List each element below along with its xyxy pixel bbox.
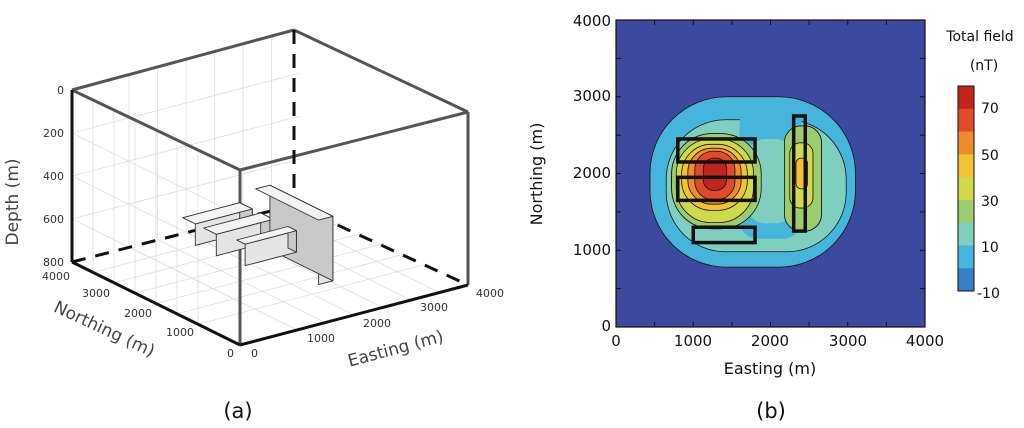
y-tick: 1000 (573, 241, 611, 259)
y-tick: 2000 (573, 164, 611, 182)
source-outline (676, 175, 757, 203)
x-tick-labels: 0 1000 2000 3000 4000 (611, 332, 944, 350)
colorbar-swatch (958, 154, 974, 178)
colorbar-tick: -10 (977, 286, 1000, 302)
block-face-top (203, 212, 274, 235)
colorbar: Total field (nT) 70 50 30 10 -10 (945, 29, 1013, 302)
y-tick: 4000 (573, 12, 611, 30)
source-outline (691, 225, 757, 245)
panel-b: 0 1000 2000 3000 4000 0 1000 2000 3000 4… (527, 12, 1014, 423)
colorbar-swatch (958, 131, 974, 155)
block-models (182, 184, 334, 286)
grid-line (155, 243, 385, 304)
x-tick: 1000 (674, 332, 712, 350)
colorbar-swatch (958, 268, 974, 292)
northing-tick: 0 (227, 347, 234, 360)
colorbar-swatches (957, 85, 975, 292)
block-face-top (236, 226, 297, 245)
colorbar-swatch (958, 245, 974, 269)
depth-tick: 800 (43, 256, 64, 269)
y-tick-labels: 0 1000 2000 3000 4000 (573, 12, 611, 335)
source-outlines (676, 114, 808, 245)
easting-tick: 4000 (476, 287, 504, 300)
colorbar-unit: (nT) (970, 58, 998, 74)
source-outline (676, 137, 757, 164)
easting-tick: 3000 (420, 301, 448, 314)
northing-tick: 3000 (82, 287, 110, 300)
y-tick: 3000 (573, 87, 611, 105)
colorbar-title: Total field (945, 29, 1013, 45)
block-model (255, 184, 334, 286)
box-front-edges (70, 90, 469, 347)
depth-tick: 400 (43, 170, 64, 183)
colorbar-tick: 30 (981, 194, 999, 210)
easting-tick: 0 (251, 347, 258, 360)
colorbar-frame (957, 85, 975, 292)
box-edge (239, 283, 469, 347)
easting-axis-label: Easting (m) (346, 327, 446, 372)
northing-tick: 2000 (124, 307, 152, 320)
box-edge (71, 260, 241, 347)
panel-label-a: (a) (223, 399, 252, 423)
x-tick: 0 (611, 332, 621, 350)
block-model (236, 226, 297, 267)
colorbar-swatch (958, 108, 974, 133)
depth-axis-label: Depth (m) (3, 158, 23, 245)
northing-tick: 4000 (42, 270, 70, 283)
box-edge (239, 110, 469, 172)
axis-ticks (615, 19, 926, 328)
easting-tick: 1000 (307, 332, 335, 345)
x-tick: 2000 (751, 332, 789, 350)
box-edge (71, 88, 241, 172)
colorbar-tick-labels: 70 50 30 10 -10 (977, 101, 1000, 302)
box-edge (293, 28, 469, 114)
colorbar-swatch (958, 177, 974, 201)
y-tick: 0 (601, 317, 611, 335)
depth-tick-labels: 0 200 400 600 800 (43, 84, 64, 269)
depth-tick: 0 (57, 84, 64, 97)
y-axis-label: Northing (m) (527, 123, 546, 226)
box-edge (71, 28, 295, 92)
colorbar-swatch (958, 86, 974, 110)
depth-tick: 600 (43, 213, 64, 226)
colorbar-swatch (958, 222, 974, 246)
colorbar-tick: 70 (981, 101, 999, 117)
easting-tick: 2000 (363, 317, 391, 330)
x-tick: 3000 (829, 332, 867, 350)
contour-level (702, 157, 727, 191)
depth-tick: 200 (43, 127, 64, 140)
box-back-edges (71, 28, 470, 345)
source-outline (791, 114, 808, 233)
block-face-top (182, 202, 253, 225)
colorbar-tick: 10 (981, 240, 999, 256)
block-face-top (255, 184, 334, 221)
colorbar-swatch (958, 199, 974, 224)
x-axis-label: Easting (m) (724, 359, 816, 378)
x-tick: 4000 (906, 332, 944, 350)
easting-tick-labels: 0 1000 2000 3000 4000 (251, 287, 504, 360)
panel-a: 0 200 400 600 800 4000 3000 2000 1000 0 … (3, 28, 504, 423)
panel-label-b: (b) (756, 399, 786, 423)
northing-tick: 1000 (166, 326, 194, 339)
northing-tick-labels: 4000 3000 2000 1000 0 (42, 270, 234, 360)
grid-lines (70, 37, 440, 331)
colorbar-tick: 50 (981, 148, 999, 164)
